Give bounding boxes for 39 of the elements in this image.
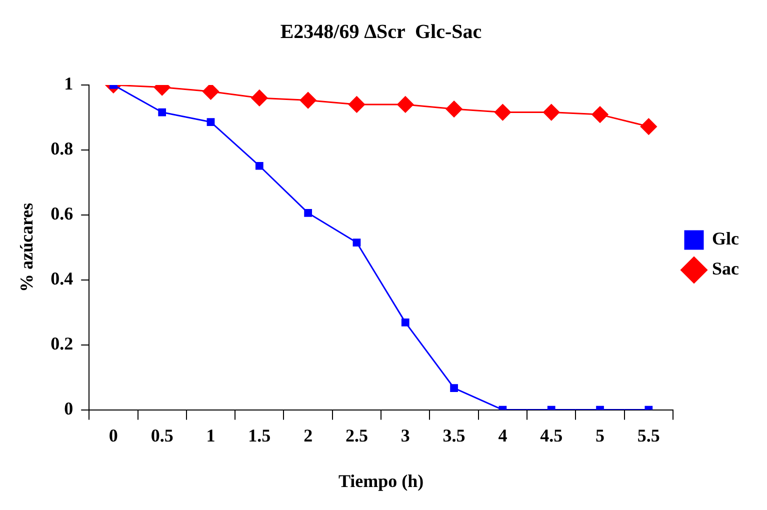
x-tick-label: 5 xyxy=(596,425,605,446)
point xyxy=(543,104,560,121)
point xyxy=(592,106,608,123)
point xyxy=(446,100,462,118)
point xyxy=(397,96,414,113)
point xyxy=(251,90,268,106)
x-tick-label: 1.5 xyxy=(248,425,271,446)
point xyxy=(401,318,410,326)
y-tick-label: 0.6 xyxy=(50,204,74,224)
point xyxy=(640,118,657,135)
y-tick-label: 1 xyxy=(64,74,74,94)
point xyxy=(352,238,361,246)
x-tick-label: 5.5 xyxy=(637,425,660,446)
x-tick-label: 4.5 xyxy=(540,425,563,446)
x-tick-label: 0.5 xyxy=(150,425,174,446)
x-axis-title: Tiempo (h) xyxy=(338,470,424,491)
x-tick-label: 1 xyxy=(206,425,216,446)
y-axis-title: % azúcares xyxy=(16,202,36,292)
x-tick-label: 2 xyxy=(304,425,313,446)
legend-label: Sac xyxy=(712,258,740,279)
x-tick-label: 2.5 xyxy=(345,425,368,446)
x-tick-label: 0 xyxy=(108,425,118,446)
point xyxy=(304,209,312,217)
y-tick-label: 0.2 xyxy=(50,333,74,354)
point xyxy=(348,96,365,113)
point xyxy=(300,92,316,109)
legend-label: Glc xyxy=(712,228,739,249)
point xyxy=(206,118,215,126)
x-tick-label: 4 xyxy=(498,425,508,446)
x-tick-label: 3.5 xyxy=(442,425,466,446)
point xyxy=(202,85,219,100)
point xyxy=(158,108,166,116)
y-tick-label: 0.8 xyxy=(50,138,74,159)
y-tick-label: 0.4 xyxy=(50,268,74,289)
point xyxy=(255,162,264,170)
y-tick-label: 0 xyxy=(64,398,74,418)
point xyxy=(494,104,511,121)
chart-title: E2348/69 ∆Scr Glc-Sac xyxy=(280,21,482,44)
x-tick-label: 3 xyxy=(400,425,410,446)
